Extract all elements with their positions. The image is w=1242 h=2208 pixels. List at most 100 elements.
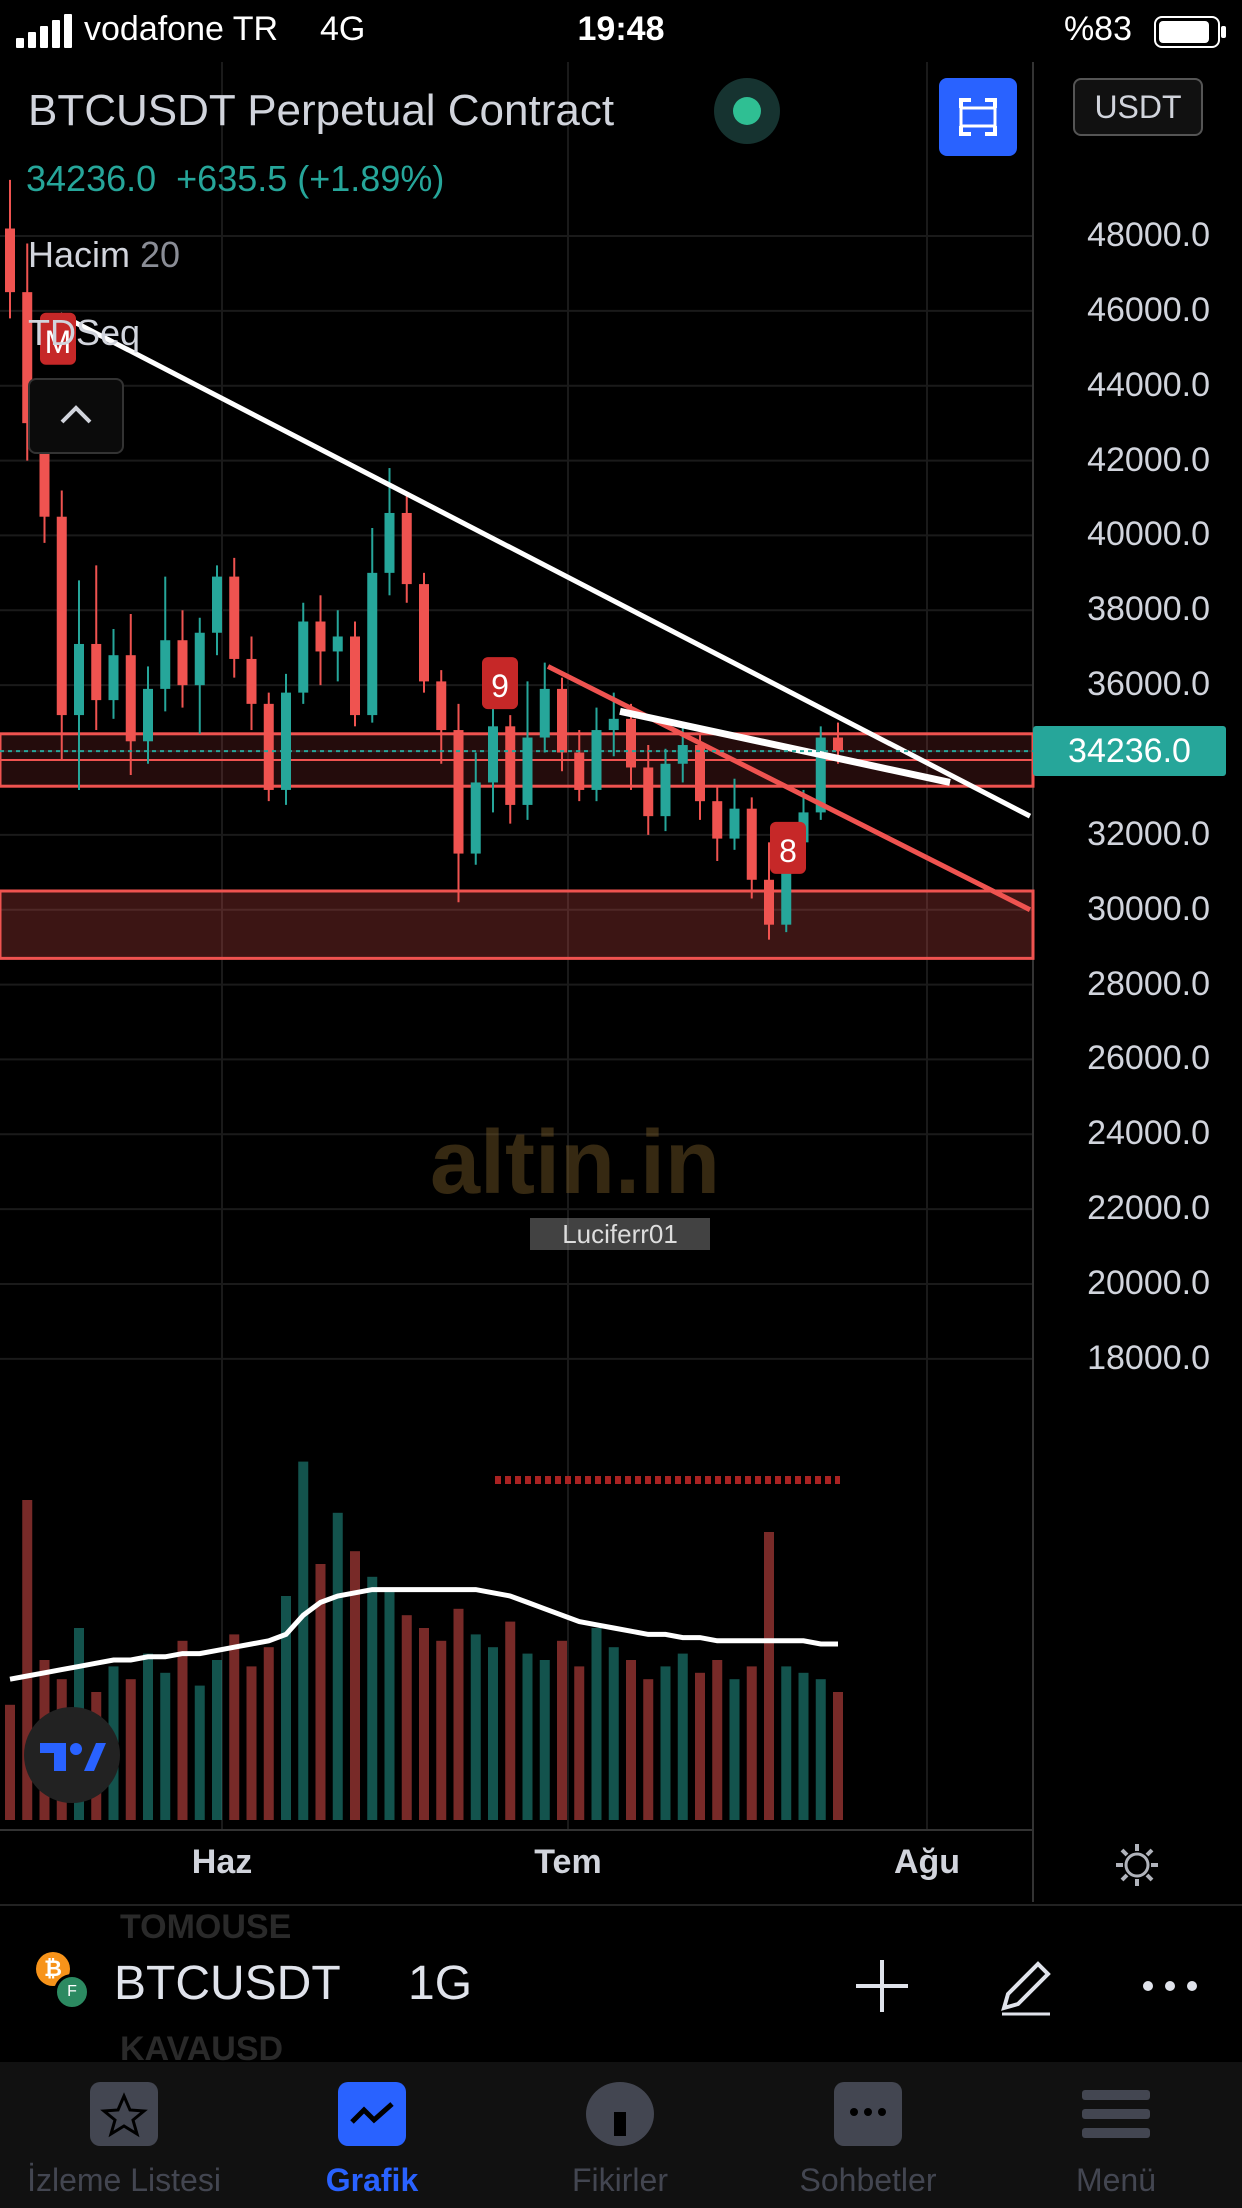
price-tick: 22000.0 bbox=[1087, 1189, 1210, 1228]
candle-body bbox=[401, 512, 412, 585]
volume-bar bbox=[557, 1640, 567, 1820]
volume-bar bbox=[177, 1640, 188, 1820]
candle-body bbox=[108, 655, 119, 701]
volume-bar bbox=[281, 1596, 291, 1820]
candle-body bbox=[729, 808, 740, 839]
volume-bar bbox=[626, 1660, 636, 1820]
td-marker-label: 9 bbox=[491, 668, 509, 704]
candle-body bbox=[22, 292, 33, 424]
candle-body bbox=[246, 658, 257, 704]
candle-body bbox=[160, 640, 171, 689]
price-tick: 32000.0 bbox=[1087, 814, 1210, 853]
volume-bar bbox=[143, 1653, 153, 1820]
price-tick: 44000.0 bbox=[1087, 365, 1210, 404]
quote-change: +635.5 (+1.89%) bbox=[176, 158, 445, 199]
candle-body bbox=[746, 808, 757, 880]
last-price-label: 34236.0 bbox=[1033, 726, 1226, 777]
volume-bar bbox=[5, 1704, 15, 1820]
volume-bar bbox=[332, 1512, 343, 1820]
price-quote: 34236.0 +635.5 (+1.89%) bbox=[26, 158, 444, 200]
currency-button[interactable]: USDT bbox=[1073, 78, 1203, 136]
timeframe-selector[interactable]: 1G bbox=[408, 1957, 473, 2010]
price-tick: 40000.0 bbox=[1087, 515, 1210, 554]
price-tick: 28000.0 bbox=[1087, 964, 1210, 1003]
volume-bar bbox=[246, 1666, 257, 1820]
td-indicator-legend[interactable]: TDSeq bbox=[28, 312, 141, 353]
chart-title: BTCUSDT Perpetual Contract bbox=[28, 86, 615, 135]
candle-body bbox=[470, 782, 481, 854]
volume-bar bbox=[229, 1634, 240, 1820]
volume-bar bbox=[384, 1589, 395, 1820]
tab-label: İzleme Listesi bbox=[27, 2162, 221, 2198]
chart-area[interactable]: M 9 8 48000.0 46000.0 44000.0 42000.0 40000.0 3… bbox=[0, 62, 1242, 1902]
volume-bar bbox=[470, 1634, 481, 1820]
volume-bar bbox=[695, 1672, 705, 1820]
candle-body bbox=[539, 688, 550, 738]
volume-bar bbox=[350, 1551, 360, 1820]
candle-body bbox=[522, 737, 533, 805]
volume-bar bbox=[833, 1692, 843, 1820]
more-icon[interactable] bbox=[1138, 1954, 1202, 2018]
divider bbox=[0, 1904, 1242, 1906]
ghost-symbol-below: KAVAUSD bbox=[120, 2030, 284, 2068]
tab-chart[interactable]: Grafik bbox=[248, 2062, 496, 2208]
candle-body bbox=[453, 730, 464, 854]
chart-icon bbox=[338, 2082, 406, 2146]
tab-chats[interactable]: Sohbetler bbox=[744, 2062, 992, 2208]
ghost-symbol-above: TOMOUSE bbox=[120, 1908, 292, 1946]
market-status-icon[interactable] bbox=[714, 78, 780, 144]
fullscreen-button[interactable] bbox=[939, 78, 1017, 156]
volume-bar bbox=[815, 1679, 826, 1820]
candle-body bbox=[229, 576, 240, 659]
candle-body bbox=[56, 516, 67, 716]
volume-bar bbox=[643, 1679, 654, 1820]
volume-bar bbox=[746, 1666, 757, 1820]
volume-bar bbox=[505, 1621, 516, 1820]
candle-body bbox=[74, 643, 84, 716]
volume-indicator-name: Hacim bbox=[28, 234, 131, 275]
candle-body bbox=[315, 621, 326, 652]
add-icon[interactable] bbox=[850, 1954, 914, 2018]
trendline-white-long bbox=[58, 312, 1032, 819]
x-label-agu: Ağu bbox=[893, 1843, 961, 1881]
network-type: 4G bbox=[320, 10, 366, 48]
candle-body bbox=[781, 842, 792, 925]
tab-menu[interactable]: Menü bbox=[992, 2062, 1240, 2208]
price-chart[interactable]: M 9 8 bbox=[0, 62, 1242, 1902]
chevron-up-icon bbox=[60, 405, 92, 424]
star-icon bbox=[90, 2082, 158, 2146]
bottom-tab-bar: İzleme Listesi Grafik Fikirler Sohbetler… bbox=[0, 2062, 1242, 2208]
tab-ideas[interactable]: Fikirler bbox=[496, 2062, 744, 2208]
draw-pen-icon[interactable] bbox=[994, 1954, 1058, 2018]
fullscreen-icon bbox=[959, 98, 997, 136]
volume-bar bbox=[263, 1647, 274, 1820]
tab-label: Fikirler bbox=[572, 2162, 668, 2198]
candle-body bbox=[194, 632, 205, 686]
lightbulb-icon bbox=[586, 2082, 654, 2146]
battery-icon bbox=[1154, 16, 1226, 48]
chart-settings-icon[interactable] bbox=[1112, 1840, 1162, 1890]
collapse-legend-button[interactable] bbox=[28, 378, 124, 454]
volume-bar bbox=[764, 1532, 774, 1820]
trendline-red bbox=[546, 664, 1032, 912]
volume-bar bbox=[677, 1653, 688, 1820]
tradingview-logo[interactable] bbox=[24, 1707, 120, 1803]
symbol-selector[interactable]: BTCUSDT bbox=[114, 1957, 341, 2010]
candle-body bbox=[143, 688, 153, 742]
tab-watchlist[interactable]: İzleme Listesi bbox=[0, 2062, 248, 2208]
price-tick: 38000.0 bbox=[1087, 590, 1210, 629]
volume-bar bbox=[125, 1679, 136, 1820]
candle-body bbox=[350, 636, 360, 716]
price-tick: 36000.0 bbox=[1087, 665, 1210, 704]
candle-body bbox=[712, 801, 723, 839]
candle-body bbox=[557, 688, 567, 753]
volume-bar bbox=[160, 1672, 171, 1820]
tab-label: Menü bbox=[1075, 2162, 1157, 2198]
volume-indicator-legend[interactable]: Hacim 20 bbox=[28, 234, 180, 276]
symbol-toolbar: TOMOUSE KAVAUSD bbox=[0, 1906, 1242, 2068]
tab-label: Sohbetler bbox=[799, 2162, 937, 2198]
volume-bar bbox=[712, 1660, 723, 1820]
candle-body bbox=[5, 228, 15, 293]
td-marker bbox=[482, 657, 518, 710]
candle-body bbox=[815, 737, 826, 813]
